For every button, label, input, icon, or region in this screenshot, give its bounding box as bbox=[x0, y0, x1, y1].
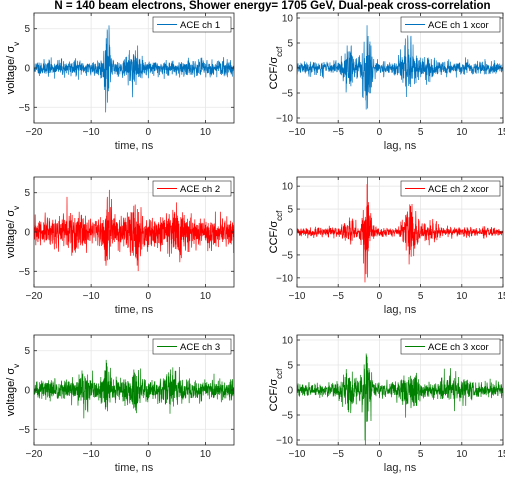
series-line-6 bbox=[297, 353, 503, 445]
y-tick-label: −5 bbox=[19, 267, 31, 278]
x-axis-label: time, ns bbox=[115, 140, 154, 152]
y-tick-label: −5 bbox=[282, 89, 294, 100]
x-tick-label: 5 bbox=[418, 291, 424, 302]
legend-label: ACE ch 2 bbox=[180, 184, 220, 195]
y-tick-label: 10 bbox=[282, 14, 294, 25]
x-tick-label: 10 bbox=[200, 291, 212, 302]
y-tick-label: −5 bbox=[282, 411, 294, 422]
x-tick-label: 0 bbox=[146, 127, 152, 138]
y-tick-label: 10 bbox=[282, 182, 294, 193]
legend-box bbox=[400, 338, 501, 355]
y-tick-label: 0 bbox=[24, 386, 30, 397]
legend-box bbox=[152, 338, 232, 355]
y-tick-label: −5 bbox=[282, 250, 294, 261]
y-axis-label: CCF/σccf bbox=[268, 368, 284, 411]
y-axis-label: CCF/σccf bbox=[268, 210, 284, 253]
y-tick-label: 5 bbox=[287, 205, 293, 216]
x-tick-label: −10 bbox=[289, 127, 306, 138]
y-tick-label: 5 bbox=[24, 188, 30, 199]
x-tick-label: 0 bbox=[377, 291, 383, 302]
y-tick-label: −5 bbox=[19, 425, 31, 436]
x-tick-label: 0 bbox=[377, 127, 383, 138]
y-axis-label: CCF/σccf bbox=[268, 46, 284, 89]
x-axis-label: lag, ns bbox=[384, 140, 417, 152]
series-line-4 bbox=[297, 177, 503, 283]
y-tick-label: −10 bbox=[276, 114, 293, 125]
y-tick-label: 0 bbox=[287, 64, 293, 75]
legend-box bbox=[152, 16, 232, 33]
x-tick-label: 0 bbox=[146, 291, 152, 302]
y-tick-label: −10 bbox=[276, 273, 293, 284]
x-tick-label: −10 bbox=[289, 291, 306, 302]
x-tick-label: 10 bbox=[456, 291, 468, 302]
chart-panel-4: −10 −5 0 5 10 15 −10 −5 0 5 10 lag, ns CCF/σccf ACE c… bbox=[268, 176, 505, 316]
y-tick-label: 0 bbox=[24, 64, 30, 75]
legend-label: ACE ch 3 bbox=[180, 342, 220, 353]
x-axis-label: time, ns bbox=[115, 462, 154, 474]
legend-label: ACE ch 1 bbox=[180, 20, 220, 31]
x-tick-label: −5 bbox=[332, 127, 344, 138]
legend-box bbox=[400, 180, 501, 197]
x-axis-label: lag, ns bbox=[384, 462, 417, 474]
y-tick-label: −5 bbox=[19, 103, 31, 114]
y-axis-label: voltage/ σv bbox=[5, 364, 21, 416]
x-tick-label: −20 bbox=[26, 291, 43, 302]
y-tick-label: 5 bbox=[287, 361, 293, 372]
figure-title: N = 140 beam electrons, Shower energy= 1… bbox=[54, 0, 491, 12]
x-tick-label: 15 bbox=[497, 127, 505, 138]
y-axis-label: voltage/ σv bbox=[5, 206, 21, 258]
x-tick-label: 5 bbox=[418, 449, 424, 460]
legend-label: ACE ch 1 xcor bbox=[428, 20, 489, 31]
chart-panel-3: −20 −10 0 10 −5 0 5 time, ns voltage/ σv ACE ch 2 bbox=[5, 176, 235, 316]
series-line-1 bbox=[34, 25, 234, 113]
x-tick-label: 10 bbox=[456, 127, 468, 138]
series-line-3 bbox=[34, 189, 234, 272]
legend-label: ACE ch 2 xcor bbox=[428, 184, 489, 195]
x-tick-label: 15 bbox=[497, 291, 505, 302]
series-line-2 bbox=[297, 25, 503, 110]
legend-box bbox=[152, 180, 232, 197]
x-tick-label: 0 bbox=[377, 449, 383, 460]
x-tick-label: −10 bbox=[289, 449, 306, 460]
x-tick-label: 10 bbox=[200, 449, 212, 460]
chart-panel-5: −20 −10 0 10 −5 0 5 time, ns voltage/ σv ACE ch 3 bbox=[5, 334, 235, 474]
y-tick-label: 0 bbox=[287, 228, 293, 239]
y-tick-label: 0 bbox=[24, 228, 30, 239]
y-tick-label: 0 bbox=[287, 386, 293, 397]
y-tick-label: 5 bbox=[287, 39, 293, 50]
chart-panel-1: −20 −10 0 10 −5 0 5 time, ns voltage/ σv ACE ch 1 bbox=[5, 12, 235, 152]
x-tick-label: −20 bbox=[26, 449, 43, 460]
x-tick-label: −10 bbox=[83, 127, 100, 138]
y-tick-label: 5 bbox=[24, 24, 30, 35]
x-tick-label: 0 bbox=[146, 449, 152, 460]
x-axis-label: time, ns bbox=[115, 304, 154, 316]
x-tick-label: 15 bbox=[497, 449, 505, 460]
legend-label: ACE ch 3 xcor bbox=[428, 342, 489, 353]
x-tick-label: 10 bbox=[200, 127, 212, 138]
x-tick-label: −10 bbox=[83, 449, 100, 460]
y-tick-label: −10 bbox=[276, 436, 293, 447]
y-axis-label: voltage/ σv bbox=[5, 42, 21, 94]
legend-box bbox=[400, 16, 501, 33]
x-axis-label: lag, ns bbox=[384, 304, 417, 316]
x-tick-label: −5 bbox=[332, 449, 344, 460]
x-tick-label: −5 bbox=[332, 291, 344, 302]
y-tick-label: 10 bbox=[282, 336, 294, 347]
x-tick-label: −20 bbox=[26, 127, 43, 138]
chart-panel-6: −10 −5 0 5 10 15 −10 −5 0 5 10 lag, ns CCF/σccf ACE c… bbox=[268, 334, 505, 474]
x-tick-label: 5 bbox=[418, 127, 424, 138]
series-line-5 bbox=[34, 359, 234, 419]
x-tick-label: −10 bbox=[83, 291, 100, 302]
x-tick-label: 10 bbox=[456, 449, 468, 460]
y-tick-label: 5 bbox=[24, 346, 30, 357]
chart-panel-2: −10 −5 0 5 10 15 −10 −5 0 5 10 lag, ns CCF/σccf ACE c… bbox=[268, 12, 505, 152]
